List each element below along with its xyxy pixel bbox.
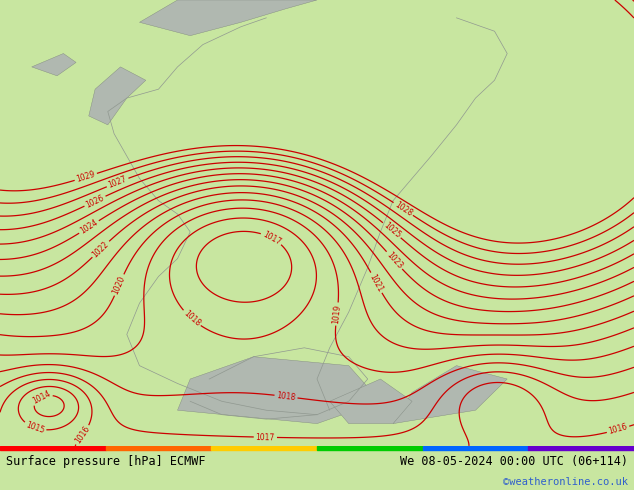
Text: 1017: 1017	[261, 229, 282, 246]
Text: 1017: 1017	[256, 433, 275, 442]
Polygon shape	[393, 366, 507, 423]
Bar	[528, 446, 634, 450]
Bar	[211, 446, 317, 450]
Text: 1021: 1021	[368, 272, 385, 294]
Text: 1016: 1016	[607, 422, 628, 437]
Text: 1023: 1023	[385, 250, 404, 270]
Text: 1027: 1027	[107, 175, 128, 190]
Text: Surface pressure [hPa] ECMWF: Surface pressure [hPa] ECMWF	[6, 455, 206, 468]
Text: 1018: 1018	[276, 391, 296, 402]
Text: 1028: 1028	[393, 200, 414, 218]
Text: 1024: 1024	[79, 218, 100, 236]
Text: 1026: 1026	[84, 193, 106, 209]
Text: 1014: 1014	[30, 389, 52, 406]
Polygon shape	[178, 357, 380, 423]
Bar	[317, 446, 423, 450]
Polygon shape	[89, 67, 146, 125]
Text: 1022: 1022	[91, 240, 111, 259]
Text: 1015: 1015	[24, 420, 46, 435]
Text: 1025: 1025	[382, 220, 402, 240]
Text: We 08-05-2024 00:00 UTC (06+114): We 08-05-2024 00:00 UTC (06+114)	[399, 455, 628, 468]
Bar	[0, 446, 106, 450]
Polygon shape	[330, 379, 412, 423]
Text: 1029: 1029	[75, 170, 96, 184]
Bar	[423, 446, 528, 450]
Text: 1018: 1018	[181, 309, 202, 328]
Bar	[106, 446, 211, 450]
Text: 1016: 1016	[74, 424, 92, 445]
Polygon shape	[32, 53, 76, 76]
Text: 1019: 1019	[332, 304, 342, 324]
Text: ©weatheronline.co.uk: ©weatheronline.co.uk	[503, 477, 628, 487]
Text: 1020: 1020	[111, 274, 127, 295]
Polygon shape	[139, 0, 317, 36]
